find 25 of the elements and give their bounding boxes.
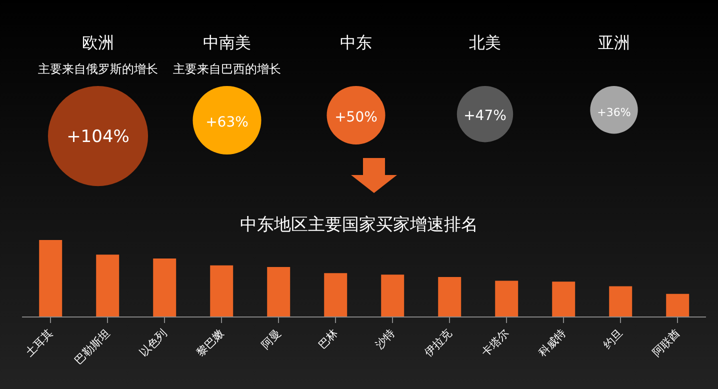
category-label: 北美 [469,33,501,52]
x-tick-label: 卡塔尔 [478,326,512,360]
x-tick-label: 巴勒斯坦 [72,326,112,368]
x-tick-label: 巴林 [316,326,340,352]
data-label: +104% [66,127,130,148]
x-tick-label: 黎巴嫩 [194,326,226,360]
x-tick-label: 以色列 [136,326,170,360]
text: 主要来自俄罗斯的增长 [38,62,158,76]
data-label: +36% [597,106,631,119]
x-tick-label: 土耳其 [22,326,56,360]
data-label: +63% [206,114,248,130]
x-tick-label: 阿曼 [258,326,284,352]
x-tick-label: 约旦 [600,326,626,352]
data-label: +50% [334,109,378,126]
category-label: 亚洲 [598,33,630,52]
data-label: +47% [464,108,506,124]
x-tick-label: 科威特 [536,326,568,360]
chart-title: 中东地区主要国家买家增速排名 [239,214,479,237]
category-label: 中东 [340,33,372,52]
text: 主要来自巴西的增长 [173,62,281,76]
category-label: 中南美 [203,33,251,52]
x-tick-label: 阿联酋 [650,326,682,360]
x-tick-label: 沙特 [372,326,398,352]
x-tick-label: 伊拉克 [422,326,454,360]
category-label: 欧洲 [82,33,114,52]
